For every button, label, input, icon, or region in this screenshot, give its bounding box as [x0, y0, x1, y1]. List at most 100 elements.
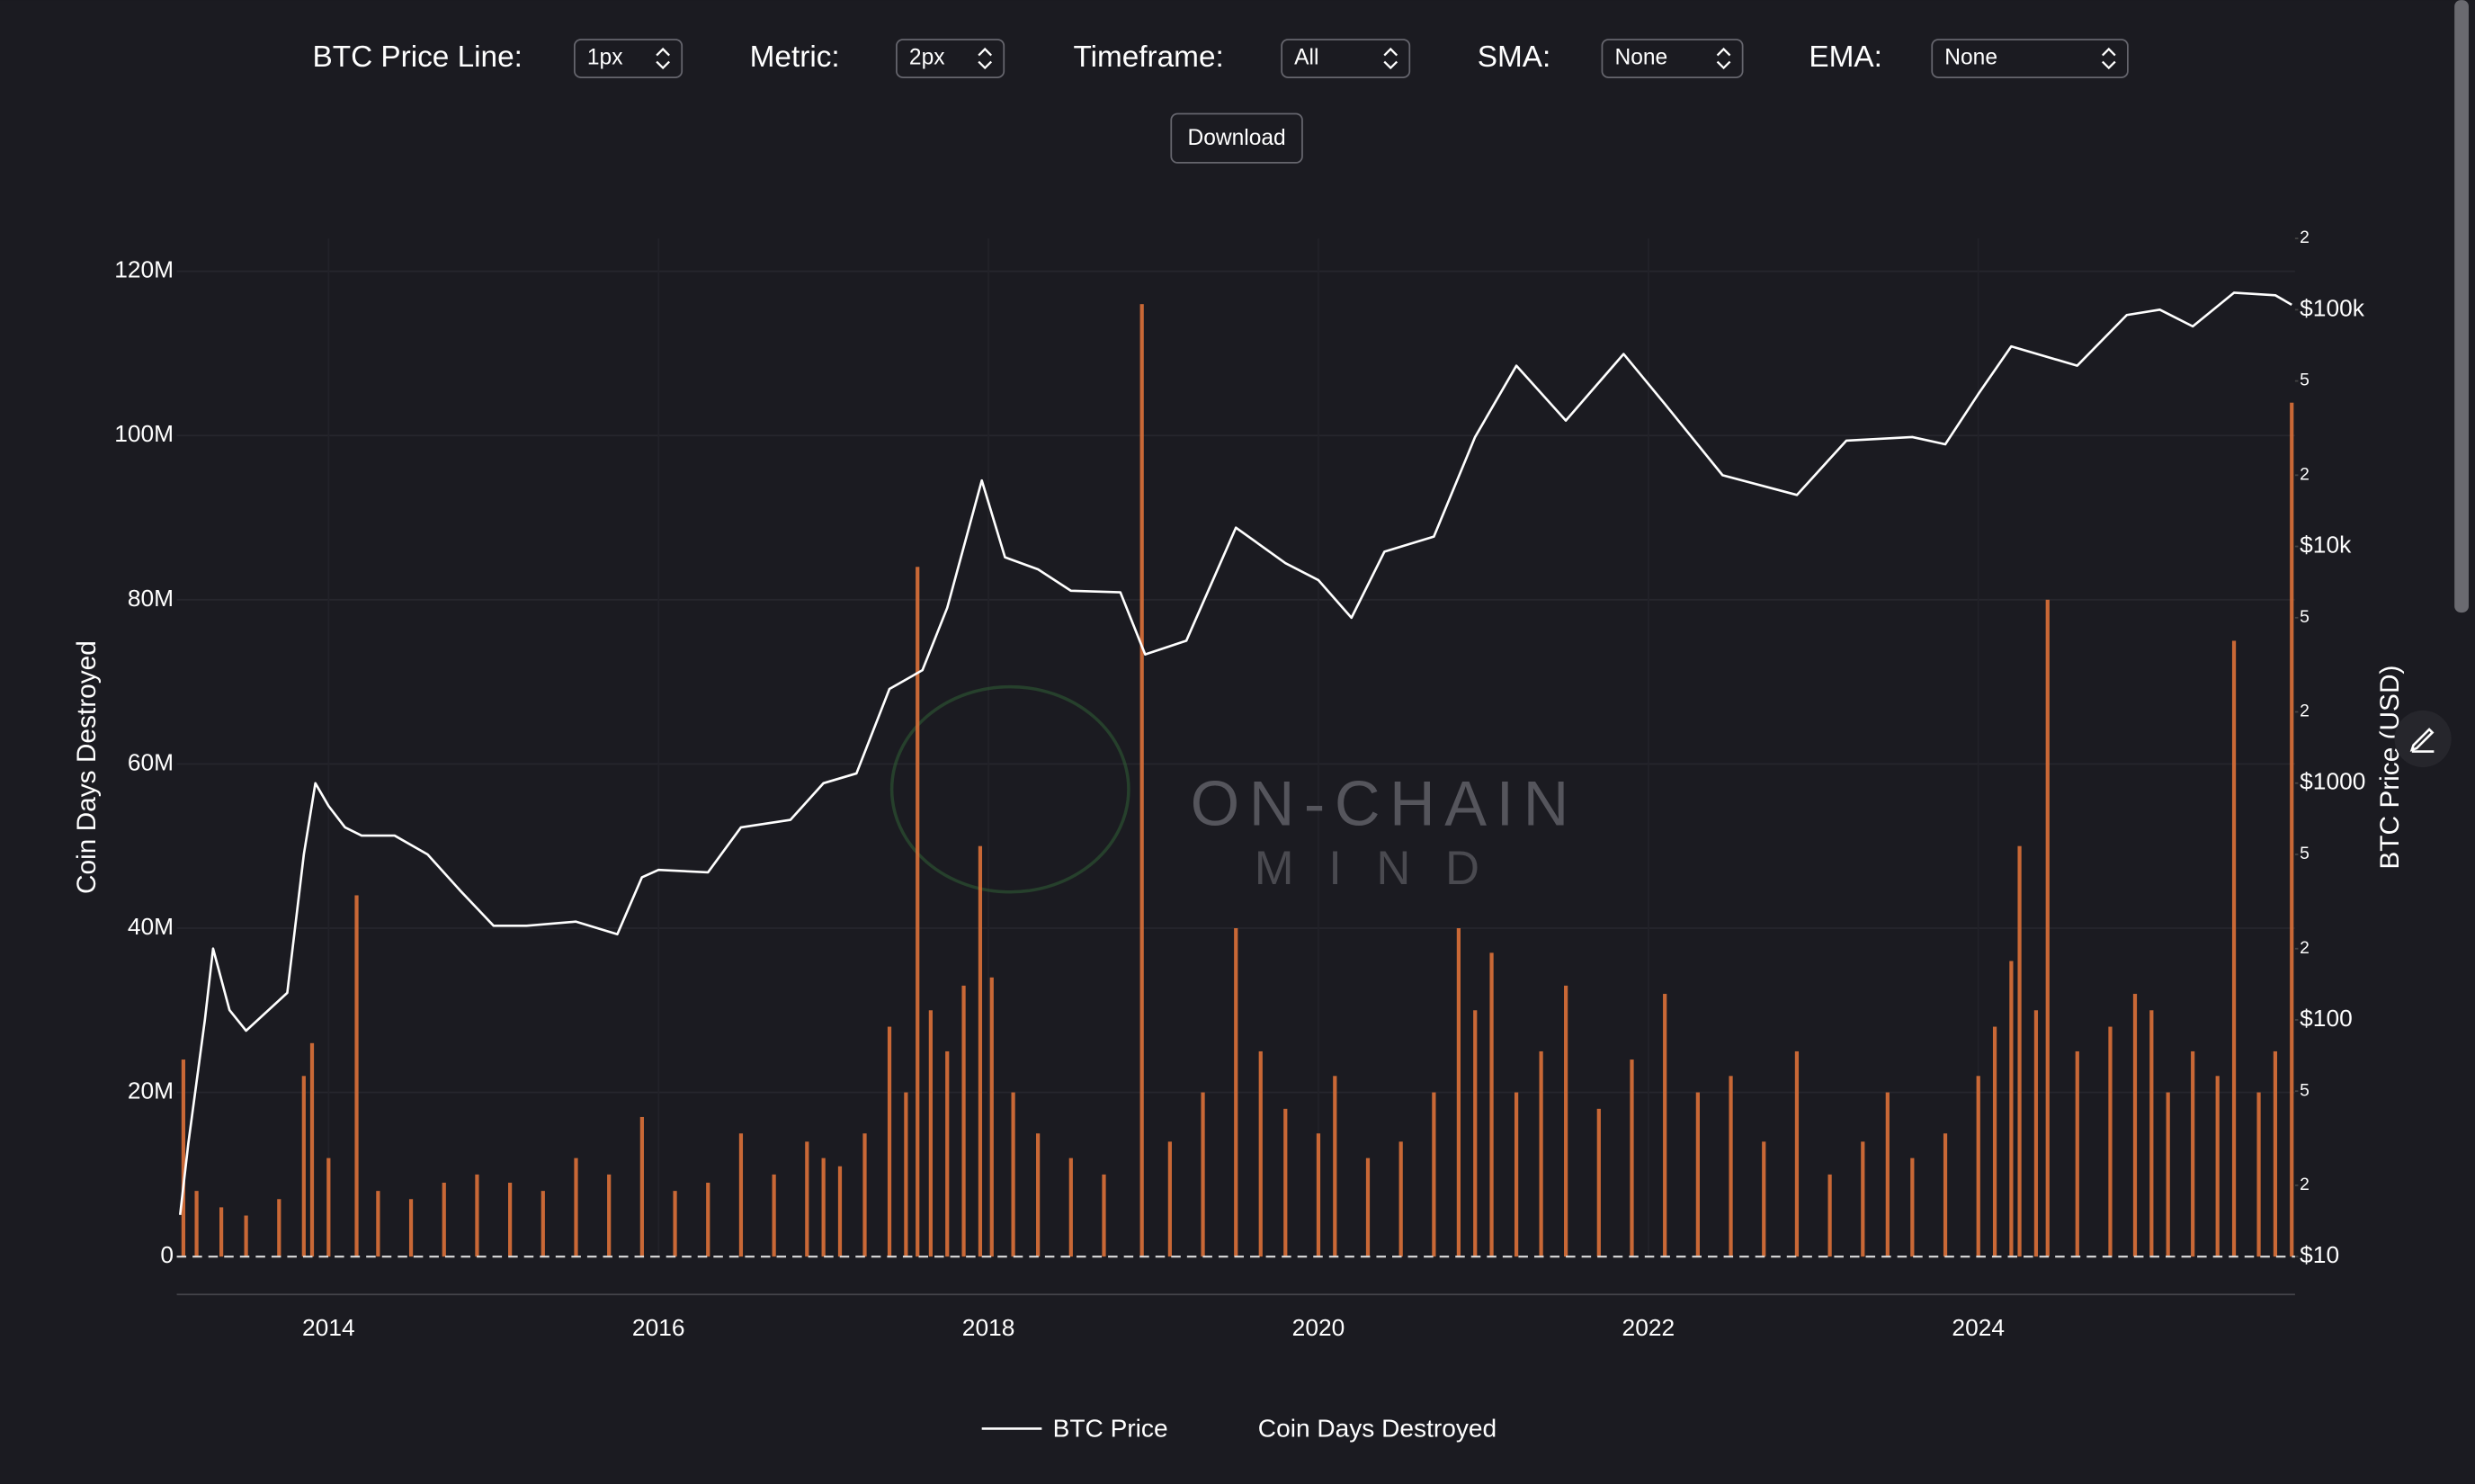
- bar: [1976, 1076, 1980, 1257]
- bar: [326, 1158, 331, 1257]
- bar: [862, 1133, 867, 1257]
- bar: [1432, 1092, 1436, 1257]
- bar: [442, 1182, 446, 1257]
- x-tick-label: 2014: [302, 1314, 355, 1341]
- bar: [1102, 1174, 1106, 1257]
- y2-tick-label: $1000: [2300, 768, 2365, 795]
- bar: [309, 1042, 315, 1257]
- bar: [989, 977, 994, 1257]
- x-tick-label: 2024: [1952, 1314, 2005, 1341]
- select-value[interactable]: All: [1294, 46, 1318, 70]
- bar: [2166, 1092, 2170, 1257]
- bar: [181, 1059, 186, 1257]
- y2-tick-label: 2: [2300, 702, 2310, 721]
- bar: [2108, 1026, 2113, 1257]
- bar: [1068, 1158, 1073, 1257]
- bar: [1201, 1092, 1205, 1257]
- bar: [805, 1141, 809, 1257]
- select-arrows: [2101, 47, 2116, 70]
- bar: [2033, 1010, 2039, 1257]
- bar: [1794, 1050, 1800, 1257]
- select-box[interactable]: [896, 39, 1005, 78]
- select-box[interactable]: [573, 39, 684, 78]
- edit-button[interactable]: [2394, 710, 2452, 768]
- bar: [2273, 1050, 2278, 1257]
- bar: [1729, 1076, 1733, 1257]
- select-arrows: [1716, 47, 1731, 70]
- download-button[interactable]: [1170, 112, 1303, 164]
- bar: [2009, 961, 2014, 1257]
- bar: [2149, 1010, 2154, 1257]
- price-line: [178, 291, 2292, 1215]
- bar: [1943, 1133, 1948, 1257]
- bar: [2075, 1050, 2079, 1257]
- bar: [1596, 1108, 1601, 1257]
- bar: [475, 1174, 479, 1257]
- select-value[interactable]: 1px: [587, 46, 623, 70]
- select-value[interactable]: None: [1944, 46, 1997, 70]
- bar: [541, 1191, 545, 1257]
- edit-icon: [2409, 728, 2435, 753]
- bar: [978, 845, 983, 1257]
- y2-tick-label: 2: [2300, 465, 2310, 484]
- x-tick-label: 2018: [962, 1314, 1015, 1341]
- y2-tick-label: 2: [2300, 1176, 2310, 1194]
- y2-axis-title: BTC Price (USD): [2375, 666, 2405, 870]
- bar: [1167, 1141, 1172, 1257]
- select-arrows: [1383, 47, 1398, 70]
- bar: [2231, 640, 2237, 1257]
- y2-tick-label: 5: [2300, 1081, 2310, 1100]
- bar: [706, 1182, 710, 1257]
- x-tick-label: 2020: [1292, 1314, 1345, 1341]
- select-box[interactable]: [1601, 39, 1744, 78]
- bar: [1316, 1133, 1321, 1257]
- y2-tick-label: 5: [2300, 608, 2310, 627]
- y2-tick-label: 5: [2300, 845, 2310, 863]
- bar: [607, 1174, 612, 1257]
- y2-tick-label: 5: [2300, 371, 2310, 390]
- bar: [508, 1182, 513, 1257]
- bar: [1011, 1092, 1015, 1257]
- x-tick-label: 2022: [1622, 1314, 1675, 1341]
- legend-label: Coin Days Destroyed: [1258, 1415, 1497, 1443]
- control-label: BTC Price Line:: [313, 40, 523, 74]
- bar: [928, 1010, 933, 1257]
- y-tick-label: 0: [160, 1241, 174, 1268]
- scrollbar[interactable]: [2454, 0, 2469, 613]
- legend-label: BTC Price: [1053, 1415, 1168, 1443]
- bar: [277, 1199, 281, 1257]
- select-box[interactable]: [1931, 39, 2129, 78]
- bar: [2215, 1076, 2220, 1257]
- bar: [2045, 599, 2050, 1257]
- bar: [1630, 1059, 1634, 1257]
- bar: [1489, 952, 1494, 1257]
- bar: [1695, 1092, 1700, 1257]
- y-tick-label: 100M: [114, 420, 174, 447]
- bar: [1234, 927, 1238, 1257]
- bar: [961, 985, 966, 1257]
- download-button-label[interactable]: Download: [1187, 126, 1285, 150]
- bar: [1992, 1026, 1997, 1257]
- select-value[interactable]: 2px: [909, 46, 945, 70]
- control-label: SMA:: [1478, 40, 1550, 74]
- bar: [1333, 1076, 1337, 1257]
- bar: [887, 1026, 892, 1257]
- select-value[interactable]: None: [1614, 46, 1667, 70]
- bar: [738, 1133, 744, 1257]
- bar: [2256, 1092, 2261, 1257]
- bar: [376, 1191, 380, 1257]
- y-tick-label: 80M: [128, 585, 174, 612]
- bar: [2290, 402, 2294, 1257]
- select-box[interactable]: [1281, 39, 1411, 78]
- bar: [2132, 994, 2138, 1257]
- bar: [1564, 985, 1568, 1257]
- bar: [244, 1215, 248, 1257]
- bar: [194, 1191, 199, 1257]
- bar: [1827, 1174, 1832, 1257]
- y-tick-label: 40M: [128, 913, 174, 940]
- x-tick-label: 2016: [632, 1314, 685, 1341]
- bar: [2017, 845, 2022, 1257]
- y2-tick-label: $100: [2300, 1005, 2353, 1032]
